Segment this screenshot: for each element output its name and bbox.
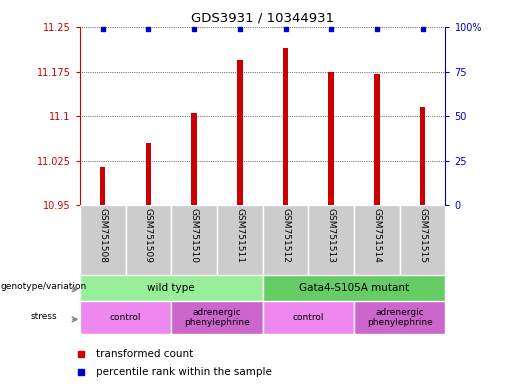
Text: percentile rank within the sample: percentile rank within the sample: [96, 367, 272, 377]
Bar: [217, 205, 263, 275]
Text: adrenergic
phenylephrine: adrenergic phenylephrine: [367, 308, 433, 328]
Bar: [80, 275, 263, 301]
Title: GDS3931 / 10344931: GDS3931 / 10344931: [191, 11, 334, 24]
Bar: [263, 301, 354, 334]
Text: transformed count: transformed count: [96, 349, 193, 359]
Bar: [171, 301, 263, 334]
Text: GSM751510: GSM751510: [190, 207, 199, 263]
Bar: [329, 71, 334, 205]
Bar: [308, 205, 354, 275]
Bar: [126, 205, 171, 275]
Text: GSM751513: GSM751513: [327, 207, 336, 263]
Text: GSM751515: GSM751515: [418, 207, 427, 263]
Text: GSM751514: GSM751514: [372, 207, 382, 262]
Text: GSM751508: GSM751508: [98, 207, 107, 263]
Bar: [263, 205, 308, 275]
Text: control: control: [110, 313, 141, 322]
Text: GSM751512: GSM751512: [281, 207, 290, 262]
Text: stress: stress: [30, 312, 57, 321]
Bar: [283, 48, 288, 205]
Text: genotype/variation: genotype/variation: [1, 282, 87, 291]
Text: Gata4-S105A mutant: Gata4-S105A mutant: [299, 283, 409, 293]
Bar: [237, 60, 243, 205]
Text: control: control: [293, 313, 324, 322]
Bar: [80, 301, 171, 334]
Bar: [400, 205, 445, 275]
Bar: [146, 143, 151, 205]
Bar: [192, 113, 197, 205]
Text: GSM751509: GSM751509: [144, 207, 153, 263]
Bar: [354, 301, 445, 334]
Text: adrenergic
phenylephrine: adrenergic phenylephrine: [184, 308, 250, 328]
Text: GSM751511: GSM751511: [235, 207, 244, 263]
Text: wild type: wild type: [147, 283, 195, 293]
Bar: [263, 275, 445, 301]
Bar: [80, 205, 126, 275]
Bar: [171, 205, 217, 275]
Bar: [354, 205, 400, 275]
Bar: [420, 107, 425, 205]
Bar: [374, 74, 380, 205]
Bar: [100, 167, 106, 205]
